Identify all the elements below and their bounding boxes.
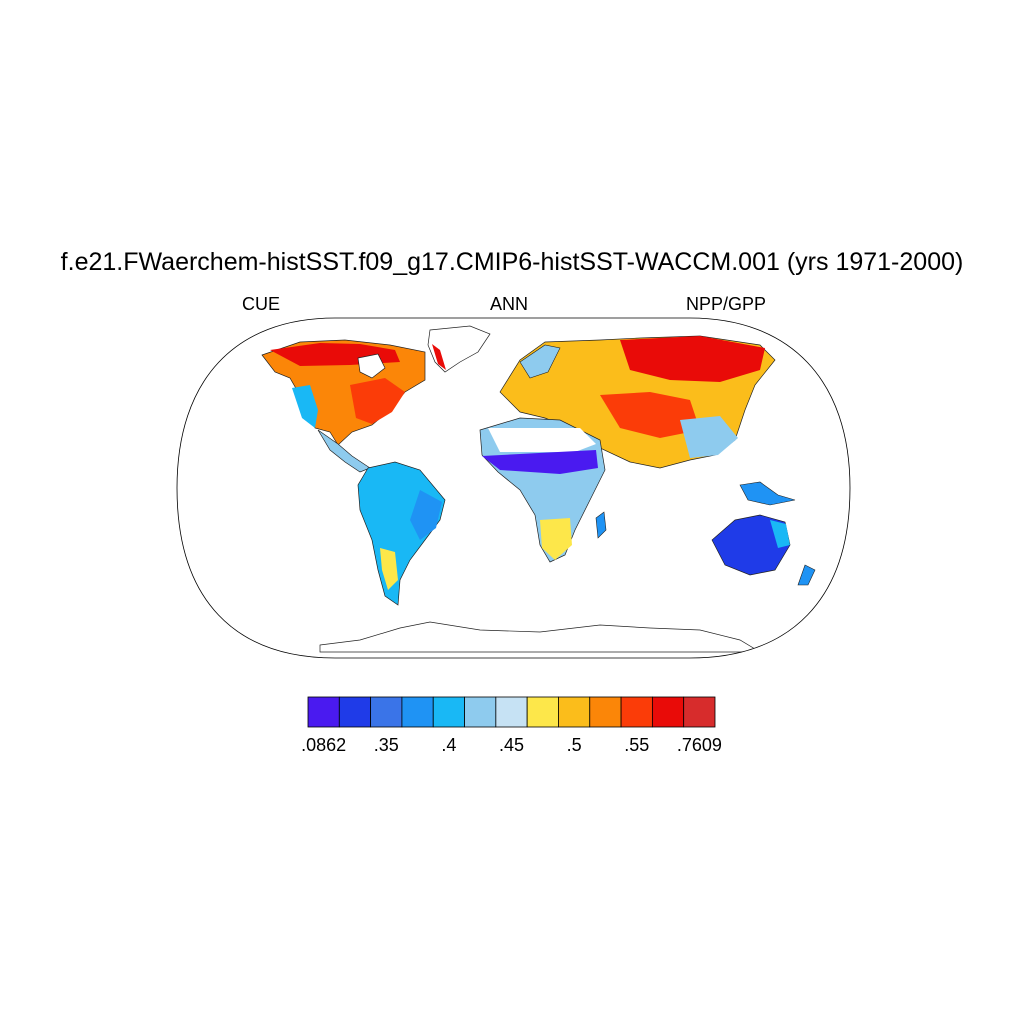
- siberia: [620, 336, 765, 382]
- colorbar-box: [683, 696, 716, 728]
- south-asia: [680, 416, 738, 458]
- colorbar-box: [307, 696, 340, 728]
- south-america-south: [380, 548, 398, 590]
- colorbar-box: [432, 696, 465, 728]
- new-zealand: [797, 564, 816, 586]
- australia-coast: [770, 520, 790, 548]
- colorbar-tick-label: .45: [499, 735, 524, 755]
- central-america: [317, 429, 371, 473]
- colorbar-box: [620, 696, 653, 728]
- units-label: NPP/GPP: [686, 294, 767, 314]
- sahel-band: [482, 450, 598, 474]
- maritime-asia: [739, 481, 796, 506]
- colorbar-box: [495, 696, 528, 728]
- greenland: [427, 325, 491, 373]
- colorbar-tick-label: .7609: [677, 735, 722, 755]
- colorbar-box: [338, 696, 372, 728]
- map-title: f.e21.FWaerchem-histSST.f09_g17.CMIP6-hi…: [60, 248, 964, 276]
- colorbar-tick-label: .35: [374, 735, 399, 755]
- south-america-east: [410, 490, 442, 540]
- colorbar-tick-label: .5: [567, 735, 582, 755]
- map-border: [176, 317, 851, 659]
- colorbar-tick-label: .4: [441, 735, 456, 755]
- colorbar-box: [558, 696, 591, 728]
- colorbar-box: [526, 696, 559, 728]
- colorbar-box: [651, 696, 685, 728]
- season-label: ANN: [490, 294, 529, 314]
- land-fields: [261, 325, 816, 653]
- scandinavia: [519, 344, 561, 379]
- madagascar: [595, 511, 607, 539]
- colorbar-box: [589, 696, 622, 728]
- greenland-coast: [432, 344, 446, 370]
- north-america-west: [292, 385, 318, 428]
- colorbar-tick-label: .0862: [301, 735, 346, 755]
- central-asia: [600, 392, 700, 438]
- hudson-bay: [357, 353, 386, 379]
- colorbar-tick-label: .55: [624, 735, 649, 755]
- colorbar-box: [370, 696, 403, 728]
- variable-label: CUE: [242, 294, 281, 314]
- sahara: [488, 428, 596, 452]
- north-america-east: [350, 378, 405, 424]
- colorbar-box: [464, 696, 497, 728]
- southern-africa: [540, 518, 572, 560]
- colorbar-box: [401, 696, 434, 728]
